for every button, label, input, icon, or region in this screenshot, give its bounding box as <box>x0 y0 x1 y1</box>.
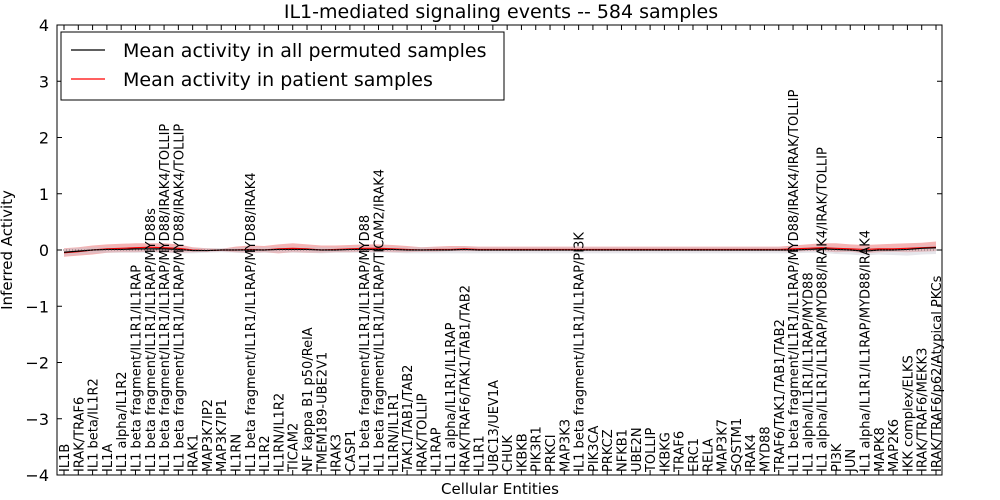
y-tick-label: 2 <box>39 129 49 148</box>
x-tick-label: TAK1/TAB1/TAB2 <box>401 365 416 473</box>
x-tick-label: MAP3K7 <box>716 419 731 472</box>
x-tick-label: SQSTM1 <box>730 418 745 472</box>
x-tick-label: CASP1 <box>344 430 359 472</box>
legend-label: Mean activity in patient samples <box>123 69 433 91</box>
y-tick-label: −2 <box>25 354 49 373</box>
x-tick-label: IKBKG <box>658 432 673 472</box>
x-tick-label: PRKCI <box>544 434 559 472</box>
x-tick-label: IL1 alpha/IL1R1/IL1RAP/MYD88/IRAK4 <box>859 230 874 472</box>
x-tick-label: IL1 alpha/IL1R1/IL1RAP/MYD88/IRAK4/IRAK/… <box>816 147 831 472</box>
legend-box <box>60 31 505 101</box>
x-tick-label: IL1 beta fragment/IL1R1/IL1RAP/MYD88/IRA… <box>244 172 259 472</box>
y-tick-label: 1 <box>39 185 49 204</box>
x-tick-label: IRAK/TRAF6/p62/Atypical PKCs <box>930 275 945 472</box>
x-tick-label: JUN <box>844 449 859 473</box>
x-tick-label: IRAK1 <box>187 434 202 472</box>
y-tick-label: 3 <box>39 72 49 91</box>
x-tick-label: TICAM2 <box>287 423 302 473</box>
x-tick-label: IL1 beta fragment/IL1R1/IL1RAP/TICAM2/IR… <box>372 169 387 472</box>
x-tick-label: IL1 beta fragment/IL1R1/IL1RAP/MYD88/IRA… <box>158 124 173 472</box>
x-tick-label: IL1 beta fragment/IL1R1/IL1RAP/MYD88/IRA… <box>172 124 187 472</box>
x-tick-label: IL1RN/IL1R1 <box>387 393 402 472</box>
x-tick-label: IKK complex/ELKS <box>901 355 916 472</box>
plot-frame <box>56 24 943 476</box>
x-tick-label: IL1 beta fragment/IL1R1/IL1RAP <box>129 265 144 472</box>
x-axis: IL1B IRAK/TRAF6 IL1 beta/IL1R2 IL1A IL1 alph… <box>58 25 945 475</box>
x-tick-label: NFKB1 <box>616 429 631 472</box>
x-tick-label: TMEM189-UBE2V1 <box>315 352 330 473</box>
x-tick-label: IKBKB <box>515 433 530 472</box>
x-tick-label: IL1R2 <box>258 435 273 472</box>
x-tick-label: IL1 alpha/IL1R1/IL1RAP <box>444 322 459 472</box>
series-lines <box>57 246 942 254</box>
x-tick-label: IRAK/TRAF6/MEKK3 <box>916 348 931 472</box>
x-tick-label: IL1 alpha/IL1R2 <box>115 371 130 472</box>
x-tick-label: IL1RAP <box>430 427 445 472</box>
chart-title: IL1-mediated signaling events -- 584 sam… <box>284 1 718 23</box>
x-tick-label: IL1 beta/IL1R2 <box>87 378 102 472</box>
x-tick-label: IL1 beta fragment/IL1R1/IL1RAP/MYD88/IRA… <box>787 89 802 472</box>
x-tick-label: TRAF6 <box>673 431 688 473</box>
x-tick-label: MAP3K3 <box>558 419 573 472</box>
x-tick-label: PIK3CA <box>587 425 602 472</box>
y-tick-label: −4 <box>25 466 49 485</box>
x-tick-label: IRAK/TRAF6 <box>72 397 87 472</box>
y-tick-label: 0 <box>39 241 49 260</box>
x-tick-label: RELA <box>701 438 716 472</box>
y-axis: 4 3 2 1 0 −1 −2 −3 −4 <box>25 16 942 485</box>
x-tick-label: MAP3K7IP2 <box>201 399 216 472</box>
x-tick-label: ERC1 <box>687 438 702 472</box>
y-tick-label: −3 <box>25 410 49 429</box>
x-tick-label: IRAK/TRAF6/TAK1/TAB1/TAB2 <box>458 285 473 472</box>
x-tick-label: MAPK8 <box>873 427 888 472</box>
x-tick-label: IL1RN <box>230 434 245 472</box>
x-tick-label: PRKCZ <box>601 429 616 472</box>
x-tick-label: IRAK4 <box>744 434 759 472</box>
x-tick-label: IRAK/TOLLIP <box>415 393 430 472</box>
series-line <box>63 247 937 253</box>
y-tick-label: −1 <box>25 297 49 316</box>
x-tick-label: IRAK3 <box>330 434 345 472</box>
x-tick-label: IL1 beta fragment/IL1R1/IL1RAP/MYD88 <box>358 215 373 472</box>
x-tick-label: TOLLIP <box>644 428 659 473</box>
x-axis-title: Cellular Entities <box>441 480 559 498</box>
x-tick-label: MAP3K7IP1 <box>215 399 230 472</box>
x-tick-label: MYD88 <box>758 426 773 472</box>
x-tick-label: IL1RN/IL1R2 <box>272 393 287 472</box>
y-tick-label: 4 <box>39 16 49 35</box>
x-tick-label: IL1 beta fragment/IL1R1/IL1RAP/PI3K <box>573 232 588 472</box>
legend: Mean activity in all permuted samples Mea… <box>60 31 505 101</box>
x-tick-label: IL1B <box>58 444 73 472</box>
x-tick-label: MAP2K6 <box>887 419 902 472</box>
x-tick-label: NF kappa B1 p50/RelA <box>301 327 316 472</box>
x-tick-label: PI3K <box>830 443 845 472</box>
x-tick-label: IL1 beta fragment/IL1R1/IL1RAP/MYD88s <box>144 208 159 472</box>
x-tick-label: IL1R1 <box>473 435 488 472</box>
legend-label: Mean activity in all permuted samples <box>123 40 486 62</box>
x-tick-label: PIK3R1 <box>530 426 545 472</box>
x-tick-label: IL1 alpha/IL1R1/IL1RAP/MYD88 <box>801 272 816 472</box>
y-axis-title: Inferred Activity <box>0 190 16 310</box>
x-tick-label: IL1A <box>101 444 116 472</box>
x-tick-label: CHUK <box>501 435 516 472</box>
x-tick-label: UBC13/UEV1A <box>487 380 502 472</box>
x-tick-label: UBE2N <box>630 427 645 472</box>
x-tick-label: TRAF6/TAK1/TAB1/TAB2 <box>773 319 788 473</box>
